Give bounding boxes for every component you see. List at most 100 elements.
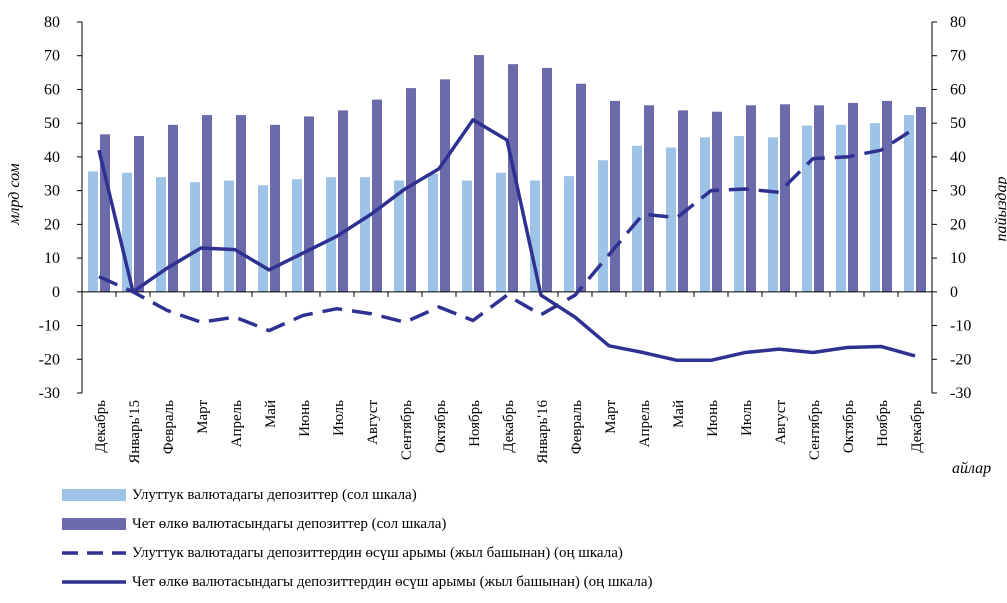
bar-foreign	[882, 100, 892, 292]
legend-label: Улуттук валютадагы депозиттердин өсүш ар…	[132, 545, 623, 561]
y-tick-label-right: 10	[950, 250, 966, 267]
bar-foreign	[508, 64, 518, 292]
bar-domestic	[122, 172, 132, 292]
x-tick-label: Февраль	[569, 400, 585, 454]
y-tick-label-left: -10	[39, 318, 60, 335]
x-tick-label: Июнь	[705, 400, 721, 437]
y-tick-label-right: 20	[950, 216, 966, 233]
bar-domestic	[258, 185, 268, 292]
x-tick-label: Февраль	[161, 400, 177, 454]
bar-foreign	[100, 134, 110, 292]
x-tick-label: Январь'15	[127, 400, 143, 464]
x-tick-label: Декабрь	[501, 400, 517, 453]
bar-domestic	[768, 137, 778, 292]
bar-foreign	[236, 115, 246, 292]
bar-foreign	[474, 55, 484, 292]
bar-domestic	[666, 147, 676, 292]
bar-domestic	[428, 173, 438, 292]
bar-foreign	[338, 110, 348, 292]
x-tick-label: Апрель	[229, 400, 245, 448]
legend-item-domestic-deposits: Улуттук валютадагы депозиттер (сол шкала…	[62, 484, 962, 513]
bar-domestic	[292, 179, 302, 292]
x-tick-label: Август	[365, 400, 381, 445]
x-tick-label: Октябрь	[433, 400, 449, 453]
bar-domestic	[360, 177, 370, 292]
y-tick-label-right: 30	[950, 183, 966, 200]
legend-swatch-dashed-line	[62, 551, 126, 555]
legend-swatch-light-bar	[62, 489, 126, 501]
x-tick-label: Июнь	[297, 400, 313, 437]
legend-label: Чет өлкө валютасындагы депозиттердин өсү…	[132, 574, 653, 590]
x-tick-label: Май	[671, 400, 687, 428]
line-foreign-growth	[97, 118, 916, 363]
x-tick-label: Март	[195, 400, 211, 434]
bar-foreign	[712, 111, 722, 292]
y-tick-label-right: -30	[950, 385, 971, 402]
x-tick-label: Апрель	[637, 400, 653, 448]
y-tick-label-left: -30	[39, 385, 60, 402]
x-tick-label: Сентябрь	[807, 400, 823, 460]
x-tick-label: Июль	[739, 400, 755, 436]
legend-swatch-solid-line	[62, 580, 126, 584]
bar-foreign	[576, 83, 586, 292]
y-tick-label-left: 80	[44, 14, 60, 31]
bar-foreign	[202, 115, 212, 292]
bar-domestic	[156, 177, 166, 292]
bar-foreign	[406, 88, 416, 292]
x-tick-label: Сентябрь	[399, 400, 415, 460]
bar-domestic	[564, 176, 574, 292]
bar-domestic	[496, 172, 506, 292]
legend-label: Чет өлкө валютасындагы депозиттер (сол ш…	[132, 516, 447, 532]
bar-domestic	[190, 182, 200, 292]
bar-domestic	[88, 171, 98, 292]
y-tick-label-right: -10	[950, 318, 971, 335]
bar-domestic	[326, 177, 336, 292]
x-tick-label: Октябрь	[841, 400, 857, 453]
bar-foreign	[848, 102, 858, 292]
y-axis-right-title: пайыздар	[993, 176, 1007, 242]
y-tick-label-right: 80	[950, 14, 966, 31]
y-tick-label-left: -20	[39, 351, 60, 368]
bar-foreign	[678, 110, 688, 292]
bar-foreign	[134, 135, 144, 292]
x-tick-label: Ноябрь	[467, 400, 483, 447]
y-tick-label-left: 0	[52, 284, 60, 301]
bar-foreign	[372, 99, 382, 292]
bar-domestic	[904, 115, 914, 292]
bar-domestic	[530, 180, 540, 292]
y-tick-label-right: 50	[950, 115, 966, 132]
y-tick-label-right: 60	[950, 81, 966, 98]
bar-domestic	[836, 124, 846, 292]
chart-canvas: -30 -30 -20 -20 -10 -10 0 0 10 10 20 20 30 30 40 40 50 50…	[39, 14, 972, 464]
legend-label: Улуттук валютадагы депозиттер (сол шкала…	[132, 487, 417, 503]
bar-domestic	[598, 160, 608, 292]
bar-foreign	[644, 105, 654, 292]
bar-domestic	[870, 123, 880, 292]
x-tick-label: Март	[603, 400, 619, 434]
bar-foreign	[304, 116, 314, 292]
x-tick-label: Май	[263, 400, 279, 428]
x-tick-label: Декабрь	[93, 400, 109, 453]
bar-foreign	[610, 100, 620, 292]
bar-domestic	[394, 180, 404, 292]
y-axis-left-title: млрд сом	[6, 163, 23, 225]
bar-foreign	[746, 105, 756, 292]
legend-item-domestic-growth: Улуттук валютадагы депозиттердин өсүш ар…	[62, 542, 962, 571]
y-tick-label-left: 60	[44, 81, 60, 98]
legend-item-foreign-deposits: Чет өлкө валютасындагы депозиттер (сол ш…	[62, 513, 962, 542]
bar-domestic	[802, 125, 812, 292]
bar-foreign	[916, 106, 926, 292]
y-tick-label-left: 40	[44, 149, 60, 166]
x-tick-label: Июль	[331, 400, 347, 436]
bar-foreign	[542, 67, 552, 292]
bar-domestic	[224, 180, 234, 292]
x-tick-label: Ноябрь	[875, 400, 891, 447]
legend-swatch-dark-bar	[62, 518, 126, 530]
bar-foreign	[780, 104, 790, 292]
bar-domestic	[462, 180, 472, 292]
bar-domestic	[700, 137, 710, 292]
y-tick-label-right: -20	[950, 351, 971, 368]
bar-foreign	[168, 124, 178, 292]
x-axis-title: айлар	[952, 460, 992, 477]
bar-foreign	[814, 105, 824, 292]
